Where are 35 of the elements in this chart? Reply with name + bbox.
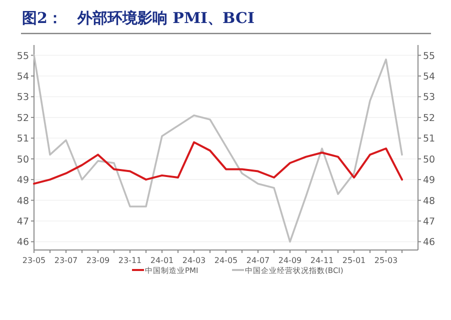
y-tick-label: 49 [16,175,29,186]
y2-tick-label: 54 [423,72,436,82]
y-tick-label: 55 [16,50,29,62]
x-tick-label: 24-01 [150,256,174,265]
x-tick-label: 23-11 [118,256,142,265]
y2-tick-label: 51 [423,134,436,145]
line-series [33,54,403,243]
y-tick-label: 47 [16,216,29,228]
chart-title: 图2： 外部环境影响 PMI、BCI [22,9,254,27]
x-tick-label: 24-03 [182,256,206,265]
y2-tick-label: 50 [423,154,436,166]
y2-tick-label: 49 [423,175,436,186]
y2-tick-label: 46 [423,237,436,248]
y-tick-label: 54 [16,72,29,82]
y-tick-label: 52 [16,112,29,124]
line-series [33,141,403,185]
y-tick-label: 50 [16,154,29,166]
x-tick-label: 25-03 [374,256,398,265]
x-tick-label: 23-05 [22,256,46,265]
x-tick-label: 24-05 [214,256,238,265]
x-tick-label: 24-11 [310,256,334,265]
y-tick-label: 46 [16,237,29,248]
y-tick-label: 48 [16,196,29,207]
y2-tick-label: 55 [423,50,436,62]
y2-tick-label: 48 [423,196,436,207]
x-tick-label: 24-07 [246,256,270,265]
y2-tick-label: 53 [423,92,436,104]
y2-tick-label: 52 [423,112,436,124]
x-tick-label: 25-01 [342,256,366,265]
y-tick-label: 53 [16,92,29,104]
y-tick-label: 51 [16,134,29,145]
y2-tick-label: 47 [423,216,436,228]
x-tick-label: 23-09 [86,256,110,265]
x-tick-label: 23-07 [54,256,78,265]
x-tick-label: 24-09 [278,256,302,265]
